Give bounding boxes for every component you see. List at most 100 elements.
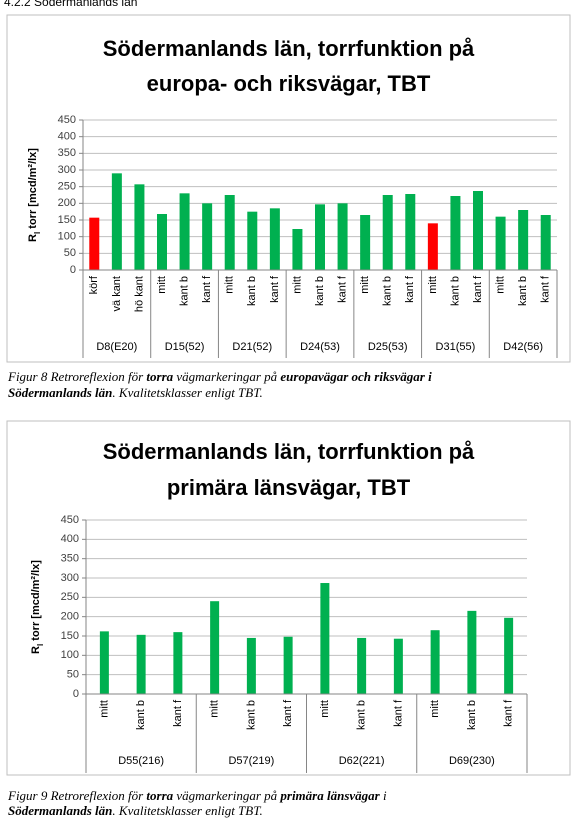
x-tick-label: hö kant: [133, 276, 145, 312]
bar: [99, 631, 109, 694]
x-tick-label: mitt: [156, 276, 168, 294]
bar: [360, 215, 371, 270]
x-tick-label: kant f: [201, 275, 213, 303]
x-tick-label: kant f: [392, 699, 404, 727]
bar: [337, 203, 348, 270]
chart-frame: [6, 14, 571, 363]
caption-segment: Figur 8 Retroreflexion för: [7, 369, 146, 384]
bar: [179, 193, 190, 270]
y-tick-label: 100: [58, 231, 76, 243]
y-tick-label: 0: [70, 264, 76, 276]
caption-segment: torra: [146, 788, 173, 803]
group-label: D42(56): [503, 341, 543, 353]
x-tick-label: kant f: [472, 275, 484, 303]
y-tick-label: 300: [58, 164, 76, 176]
x-tick-label: kant f: [282, 699, 294, 727]
x-tick-label: kant f: [503, 699, 515, 727]
chart-title: primära länsvägar, TBT: [167, 475, 411, 500]
bar: [405, 194, 416, 270]
y-tick-label: 350: [61, 553, 79, 565]
bar: [247, 211, 258, 270]
caption-segment: Södermanlands län: [8, 803, 112, 818]
bar: [504, 617, 514, 694]
figure-caption: Figur 8 Retroreflexion för torra vägmark…: [7, 369, 432, 384]
x-tick-label: mitt: [494, 276, 506, 294]
y-tick-label: 200: [58, 197, 76, 209]
x-tick-label: mitt: [429, 700, 441, 718]
x-tick-label: kant f: [172, 699, 184, 727]
bar: [111, 173, 122, 270]
caption-segment: vägmarkeringar på: [173, 788, 280, 803]
x-tick-label: vä kant: [111, 276, 123, 311]
chart-title: Södermanlands län, torrfunktion på: [103, 36, 475, 61]
y-tick-label: 350: [58, 147, 76, 159]
x-tick-label: kant b: [517, 276, 529, 306]
x-tick-label: kant b: [314, 276, 326, 306]
bar: [430, 630, 440, 694]
bar: [473, 191, 483, 270]
caption-segment: . Kvalitetsklasser enligt TBT.: [112, 385, 262, 400]
bar: [283, 636, 293, 694]
group-label: D15(52): [165, 341, 205, 353]
y-tick-label: 250: [61, 591, 79, 603]
group-label: D55(216): [118, 755, 164, 767]
caption-segment: europavägar och riksvägar i: [280, 369, 432, 384]
x-tick-label: mitt: [209, 700, 221, 718]
x-tick-label: kant f: [540, 275, 552, 303]
y-tick-label: 150: [61, 630, 79, 642]
y-axis-label: Rl torr [mcd/m²/lx]: [30, 560, 45, 654]
caption-segment: . Kvalitetsklasser enligt TBT.: [112, 803, 262, 818]
caption-segment: i: [380, 788, 387, 803]
y-tick-label: 450: [61, 514, 79, 526]
x-tick-label: mitt: [98, 700, 110, 718]
group-label: D31(55): [436, 341, 476, 353]
figure-caption: Figur 9 Retroreflexion för torra vägmark…: [7, 788, 387, 803]
y-tick-label: 400: [61, 533, 79, 545]
bar: [427, 223, 438, 270]
x-tick-label: körf: [88, 275, 100, 294]
group-label: D62(221): [339, 755, 385, 767]
caption-segment: torra: [146, 369, 173, 384]
y-tick-label: 0: [73, 688, 79, 700]
y-tick-label: 150: [58, 214, 76, 226]
caption-segment: primära länsvägar: [279, 788, 380, 803]
bar: [246, 637, 256, 694]
bar: [495, 216, 506, 270]
x-tick-label: kant b: [466, 700, 478, 730]
y-tick-label: 100: [61, 649, 79, 661]
chart-title: Södermanlands län, torrfunktion på: [103, 439, 475, 464]
x-tick-label: kant b: [245, 700, 257, 730]
x-tick-label: kant b: [356, 700, 368, 730]
group-label: D69(230): [449, 755, 495, 767]
bar: [134, 184, 145, 270]
group-label: D25(53): [368, 341, 408, 353]
x-tick-label: mitt: [291, 276, 303, 294]
x-tick-label: mitt: [319, 700, 331, 718]
y-tick-label: 200: [61, 611, 79, 623]
y-axis-label-part: torr [mcd/m²/lx]: [30, 560, 42, 644]
bar: [357, 637, 367, 694]
group-label: D57(219): [228, 755, 274, 767]
x-tick-label: mitt: [427, 276, 439, 294]
y-tick-label: 250: [58, 181, 76, 193]
y-tick-label: 50: [67, 669, 79, 681]
bar: [467, 610, 477, 694]
section-heading: 4.2.2 Södermanlands län: [4, 0, 137, 9]
bar: [315, 204, 325, 270]
x-tick-label: kant f: [269, 275, 281, 303]
bar: [450, 196, 461, 270]
bar: [157, 214, 167, 270]
bar: [292, 229, 303, 270]
bar: [89, 217, 100, 270]
x-tick-label: kant b: [246, 276, 258, 306]
bar: [540, 215, 551, 270]
bar: [136, 634, 146, 694]
chart-title: europa- och riksvägar, TBT: [147, 71, 431, 96]
y-axis-label-sub: l: [36, 644, 45, 646]
caption-segment: Södermanlands län: [8, 385, 112, 400]
group-label: D21(52): [232, 341, 272, 353]
bar: [173, 632, 183, 694]
bar: [210, 601, 220, 694]
y-axis-label-part: torr [mcd/m²/lx]: [27, 148, 39, 232]
